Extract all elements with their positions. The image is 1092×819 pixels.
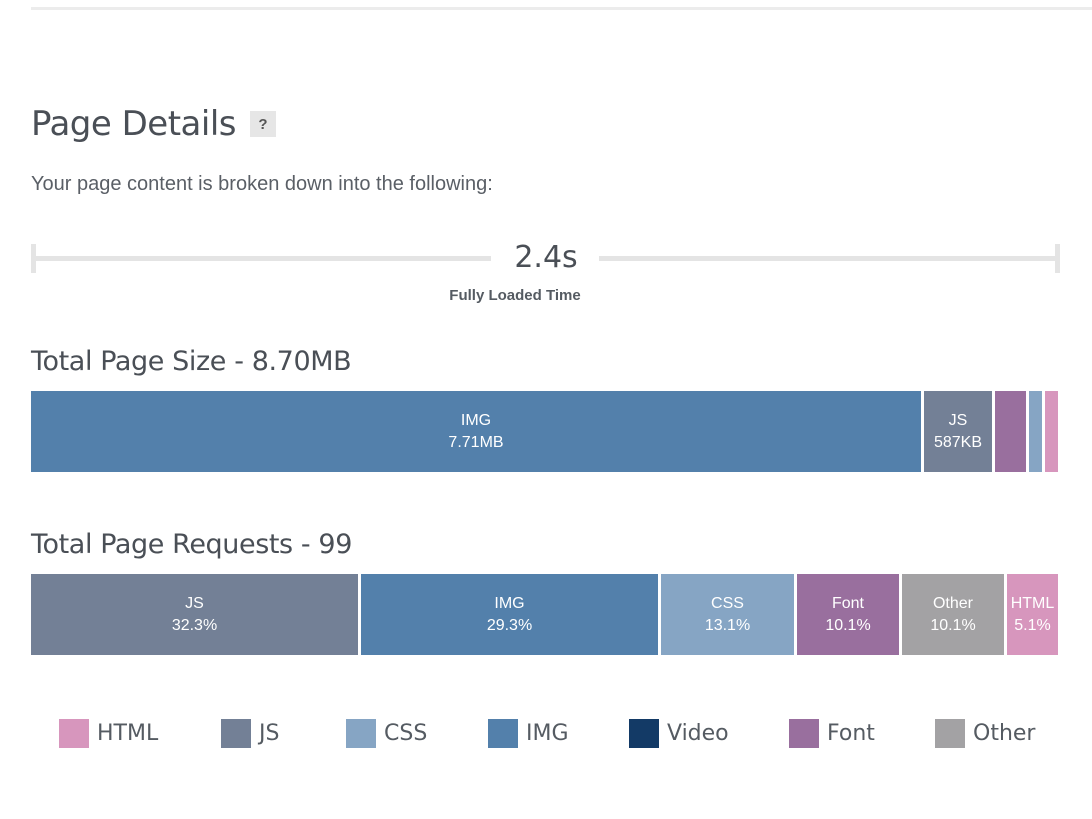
requests-segment-css[interactable]: CSS 13.1% xyxy=(661,574,794,655)
size-segment-js[interactable]: JS 587KB xyxy=(924,391,992,472)
legend-swatch xyxy=(346,719,376,748)
fully-loaded-label: Fully Loaded Time xyxy=(449,287,581,304)
segment-type-label: IMG xyxy=(460,411,492,429)
segment-type-label: Other xyxy=(932,594,973,612)
segment-type-label: CSS xyxy=(711,594,744,612)
size-segment-img[interactable]: IMG 7.71MB xyxy=(31,391,921,472)
segment-value-label: 5.1% xyxy=(1014,616,1051,634)
legend-item-img: IMG xyxy=(488,719,569,748)
page-description: Your page content is broken down into th… xyxy=(31,173,493,195)
size-segment-unlabeled-2[interactable] xyxy=(995,391,1026,472)
page-requests-bar: JS 32.3% IMG 29.3% CSS 13.1% Font 10.1% Other 10.… xyxy=(31,574,1058,655)
top-divider xyxy=(31,7,1092,10)
legend-swatch xyxy=(221,719,251,748)
page-title: Page Details xyxy=(31,104,237,144)
total-page-size-title: Total Page Size - 8.70MB xyxy=(31,346,352,377)
help-button[interactable]: ? xyxy=(250,111,276,137)
segment-value-label: 13.1% xyxy=(704,616,751,634)
legend-item-video: Video xyxy=(629,719,729,748)
legend-label: Other xyxy=(973,721,1036,746)
timeline-line-left xyxy=(31,256,491,261)
requests-segment-img[interactable]: IMG 29.3% xyxy=(361,574,658,655)
segment-value-label: 7.71MB xyxy=(448,433,504,451)
legend-item-html: HTML xyxy=(59,719,158,748)
size-segment-unlabeled-4[interactable] xyxy=(1045,391,1058,472)
page-size-bar: IMG 7.71MB JS 587KB xyxy=(31,391,1058,472)
requests-segment-html[interactable]: HTML 5.1% xyxy=(1007,574,1058,655)
legend-swatch xyxy=(488,719,518,748)
page-details-header: Page Details ? xyxy=(31,104,276,144)
total-page-requests-title: Total Page Requests - 99 xyxy=(31,529,352,560)
legend-label: CSS xyxy=(384,721,428,746)
legend-item-other: Other xyxy=(935,719,1035,748)
segment-type-label: IMG xyxy=(494,594,525,612)
segment-type-label: Font xyxy=(831,594,864,612)
legend-item-font: Font xyxy=(789,719,875,748)
legend-label: Font xyxy=(827,721,875,746)
legend-item-css: CSS xyxy=(346,719,427,748)
timeline-line-right xyxy=(599,256,1060,261)
legend-item-js: JS xyxy=(221,719,279,748)
legend-swatch xyxy=(59,719,89,748)
fully-loaded-timeline: 2.4s xyxy=(31,240,1060,276)
segment-type-label: JS xyxy=(185,594,204,612)
segment-value-label: 10.1% xyxy=(930,616,976,634)
requests-segment-other[interactable]: Other 10.1% xyxy=(902,574,1004,655)
requests-segment-font[interactable]: Font 10.1% xyxy=(797,574,899,655)
legend-swatch xyxy=(629,719,659,748)
legend-label: IMG xyxy=(526,721,569,746)
legend-swatch xyxy=(935,719,965,748)
legend-label: Video xyxy=(667,721,729,746)
content-type-legend: HTML JS CSS IMG Video Font Other xyxy=(0,719,1092,751)
segment-value-label: 10.1% xyxy=(825,616,871,634)
size-segment-unlabeled-3[interactable] xyxy=(1029,391,1042,472)
timeline-end-cap xyxy=(1055,244,1060,273)
legend-label: JS xyxy=(259,721,280,746)
segment-type-label: HTML xyxy=(1010,594,1055,612)
segment-value-label: 587KB xyxy=(933,433,983,451)
fully-loaded-value: 2.4s xyxy=(514,240,578,275)
segment-type-label: JS xyxy=(948,411,968,429)
segment-value-label: 29.3% xyxy=(486,616,533,634)
segment-value-label: 32.3% xyxy=(171,616,218,634)
legend-swatch xyxy=(789,719,819,748)
legend-label: HTML xyxy=(97,721,159,746)
requests-segment-js[interactable]: JS 32.3% xyxy=(31,574,358,655)
